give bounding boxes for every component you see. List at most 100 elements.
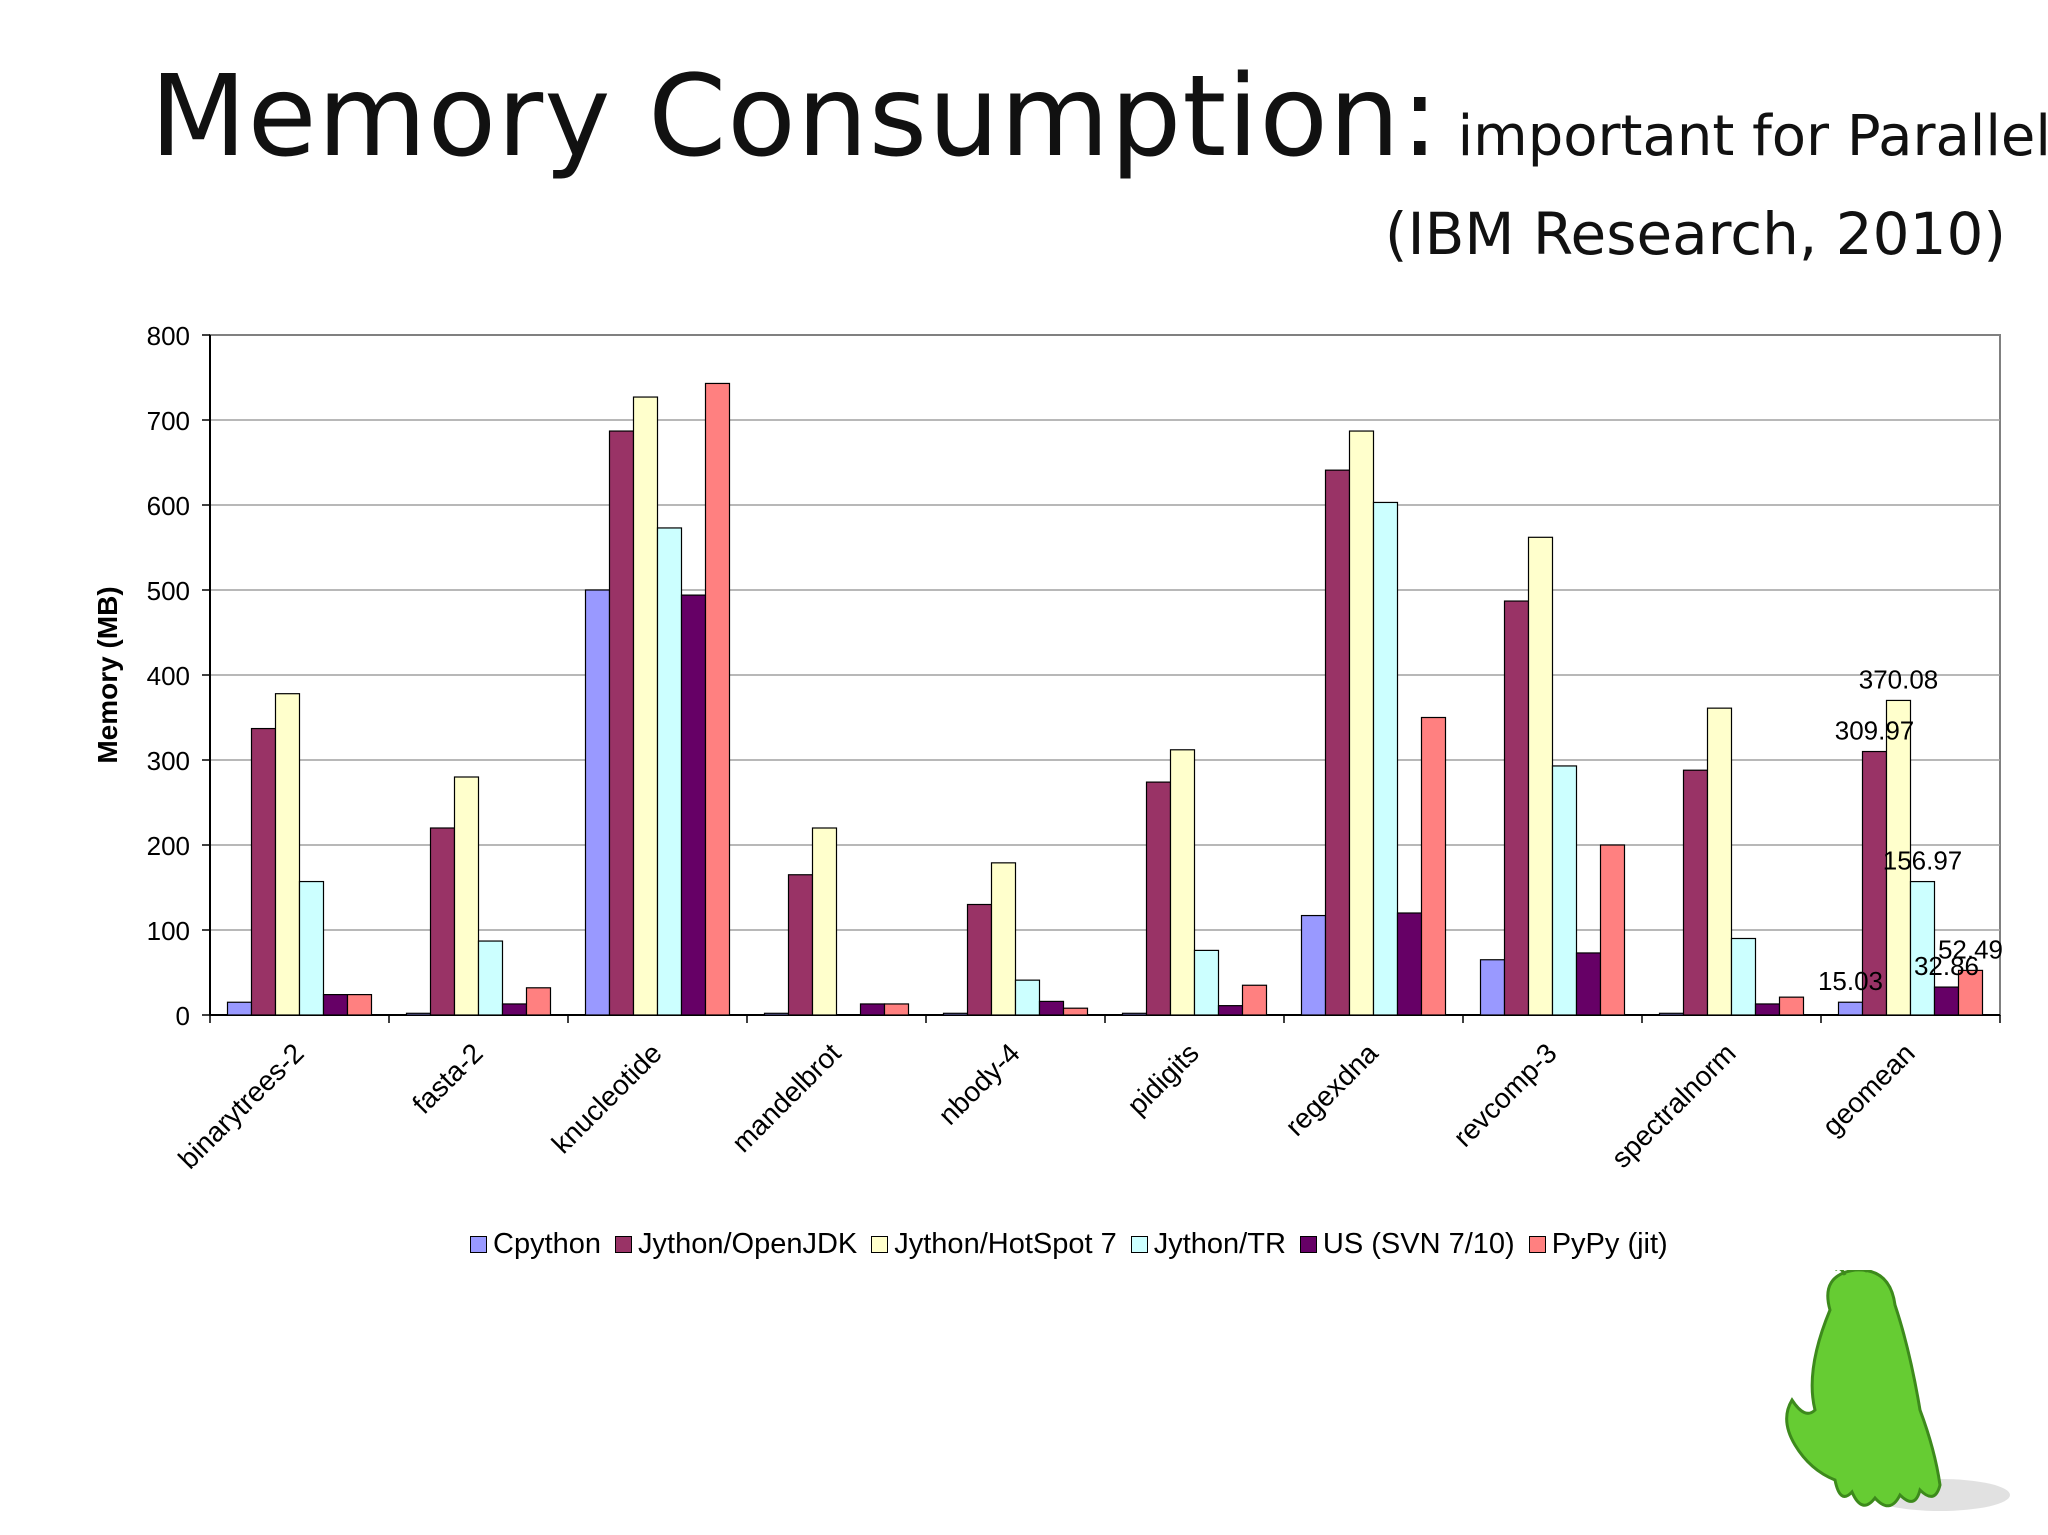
bar-binarytrees-2-cpython [226, 1001, 253, 1016]
bar-revcomp-3-pypy-jit- [1599, 844, 1626, 1016]
bar-spectralnorm-jython-tr [1730, 937, 1757, 1016]
legend-label: Jython/OpenJDK [638, 1228, 858, 1260]
bar-spectralnorm-pypy-jit- [1778, 996, 1805, 1016]
bar-nbody-4-us-svn-7-10- [1038, 1000, 1065, 1016]
bar-nbody-4-jython-openjdk [966, 903, 993, 1016]
y-tick-label: 700 [147, 406, 190, 436]
bar-fasta-2-jython-tr [477, 940, 504, 1016]
legend-label: PyPy (jit) [1551, 1228, 1668, 1260]
bar-fasta-2-us-svn-7-10- [501, 1003, 528, 1016]
bar-regexdna-jython-tr [1372, 501, 1399, 1016]
y-tick-label: 600 [147, 491, 190, 521]
bar-revcomp-3-us-svn-7-10- [1575, 952, 1602, 1016]
legend-swatch [871, 1236, 889, 1253]
bar-knucleotide-us-svn-7-10- [680, 594, 707, 1016]
slide-subtitle: (IBM Research, 2010) [1384, 200, 2006, 268]
bar-binarytrees-2-jython-openjdk [250, 727, 277, 1016]
bar-pidigits-jython-openjdk [1145, 781, 1172, 1016]
bar-spectralnorm-us-svn-7-10- [1754, 1003, 1781, 1016]
slide-title-main: Memory Consumption: [150, 52, 1440, 182]
bar-geomean-us-svn-7-10- [1933, 986, 1960, 1016]
legend-label: Cpython [493, 1228, 602, 1260]
x-tick-label: revcomp-3 [1447, 1037, 1562, 1152]
bar-knucleotide-jython-hotspot-7 [632, 396, 659, 1016]
bar-knucleotide-pypy-jit- [704, 382, 731, 1016]
legend-swatch [1528, 1236, 1546, 1253]
bar-pidigits-jython-hotspot-7 [1169, 749, 1196, 1016]
data-label: 309.97 [1835, 716, 1915, 746]
data-label: 15.03 [1818, 966, 1883, 996]
bar-pidigits-cpython [1121, 1012, 1148, 1016]
bar-regexdna-jython-openjdk [1324, 469, 1351, 1016]
slide-title: Memory Consumption: important for Paralle… [150, 52, 2048, 182]
bar-binarytrees-2-us-svn-7-10- [322, 993, 349, 1016]
bar-revcomp-3-jython-openjdk [1503, 600, 1530, 1016]
data-label: 156.97 [1883, 846, 1963, 876]
y-tick-label: 800 [147, 321, 190, 351]
chart-legend: Cpython Jython/OpenJDK Jython/HotSpot 7 Jyt… [470, 1228, 1682, 1261]
bar-nbody-4-cpython [942, 1012, 969, 1016]
bar-fasta-2-jython-openjdk [429, 827, 456, 1016]
data-label: 52.49 [1938, 934, 2003, 964]
bar-regexdna-cpython [1300, 914, 1327, 1016]
legend-item: PyPy (jit) [1528, 1228, 1668, 1261]
bar-revcomp-3-jython-hotspot-7 [1527, 536, 1554, 1016]
bar-mandelbrot-jython-openjdk [787, 874, 814, 1016]
x-tick-label: spectralnorm [1605, 1037, 1741, 1173]
bar-mandelbrot-pypy-jit- [883, 1003, 910, 1016]
y-axis-label: Memory (MB) [92, 586, 123, 763]
bar-knucleotide-jython-openjdk [608, 430, 635, 1016]
bar-regexdna-pypy-jit- [1420, 716, 1447, 1016]
bar-mandelbrot-jython-hotspot-7 [811, 827, 838, 1016]
x-tick-label: binarytrees-2 [172, 1037, 309, 1174]
bar-regexdna-jython-hotspot-7 [1348, 430, 1375, 1016]
bar-fasta-2-cpython [405, 1012, 432, 1016]
bar-nbody-4-jython-tr [1014, 979, 1041, 1016]
legend-swatch [470, 1236, 487, 1253]
x-tick-label: mandelbrot [726, 1037, 847, 1158]
y-tick-label: 200 [147, 831, 190, 861]
bar-nbody-4-pypy-jit- [1062, 1007, 1089, 1016]
legend-item: Jython/HotSpot 7 [871, 1228, 1117, 1261]
y-tick-label: 0 [176, 1001, 190, 1031]
legend-label: Jython/HotSpot 7 [894, 1228, 1117, 1260]
slide-title-note: important for Parallelism [1457, 104, 2048, 169]
x-tick-label: pidigits [1121, 1037, 1205, 1121]
bar-binarytrees-2-jython-hotspot-7 [274, 693, 301, 1016]
y-tick-label: 300 [147, 746, 190, 776]
data-label: 370.08 [1859, 664, 1939, 694]
legend-swatch [1299, 1236, 1317, 1253]
bar-regexdna-us-svn-7-10- [1396, 912, 1423, 1016]
bar-revcomp-3-jython-tr [1551, 765, 1578, 1016]
bar-binarytrees-2-pypy-jit- [346, 993, 373, 1016]
bar-mandelbrot-us-svn-7-10- [859, 1003, 886, 1016]
bar-fasta-2-jython-hotspot-7 [453, 776, 480, 1016]
bar-knucleotide-jython-tr [656, 527, 683, 1016]
legend-item: Cpython [470, 1228, 601, 1261]
bar-pidigits-pypy-jit- [1241, 984, 1268, 1016]
bar-revcomp-3-cpython [1479, 959, 1506, 1016]
x-tick-label: regexdna [1279, 1037, 1384, 1142]
y-tick-label: 400 [147, 661, 190, 691]
bar-fasta-2-pypy-jit- [525, 987, 552, 1016]
x-tick-label: fasta-2 [406, 1037, 488, 1119]
data-label: 32.86 [1914, 951, 1979, 981]
pypy-mascot-icon [1785, 1270, 2010, 1511]
bar-geomean-cpython [1837, 1001, 1864, 1016]
bar-geomean-jython-hotspot-7 [1885, 699, 1912, 1016]
x-tick-label: nbody-4 [932, 1037, 1025, 1130]
bar-geomean-jython-tr [1909, 880, 1936, 1016]
legend-item: Jython/OpenJDK [615, 1228, 857, 1261]
legend-item: Jython/TR [1130, 1228, 1286, 1261]
legend-label: US (SVN 7/10) [1322, 1228, 1515, 1260]
legend-label: Jython/TR [1153, 1228, 1286, 1260]
x-tick-label: knucleotide [546, 1037, 668, 1159]
bar-spectralnorm-jython-hotspot-7 [1706, 707, 1733, 1016]
bar-pidigits-jython-tr [1193, 949, 1220, 1016]
bar-geomean-pypy-jit- [1957, 969, 1984, 1016]
bar-spectralnorm-jython-openjdk [1682, 769, 1709, 1016]
x-tick-label: geomean [1816, 1037, 1920, 1141]
bar-mandelbrot-cpython [763, 1012, 790, 1016]
legend-swatch [1130, 1236, 1148, 1253]
bar-pidigits-us-svn-7-10- [1217, 1005, 1244, 1016]
